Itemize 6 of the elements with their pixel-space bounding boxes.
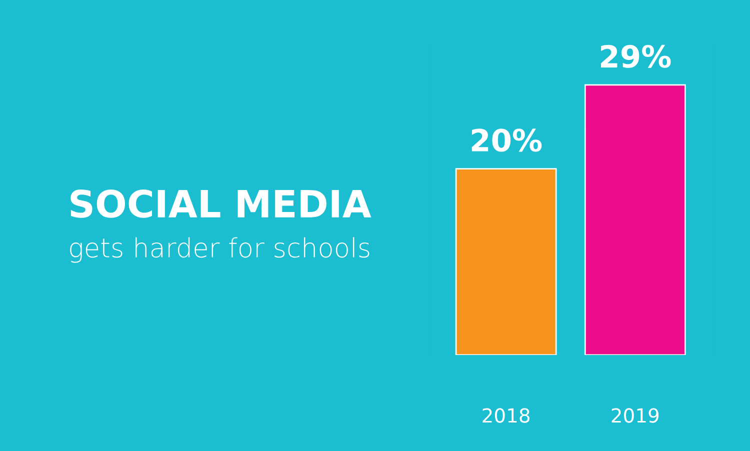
- text: SOCIAL MEDIA: [70, 190, 372, 218]
- x-tick-label: 2018: [482, 408, 530, 423]
- text: gets harder for schools: [70, 237, 370, 263]
- data-label: 20%: [472, 128, 542, 152]
- x-tick-label: 2019: [612, 408, 659, 423]
- data-label: 29%: [600, 44, 671, 68]
